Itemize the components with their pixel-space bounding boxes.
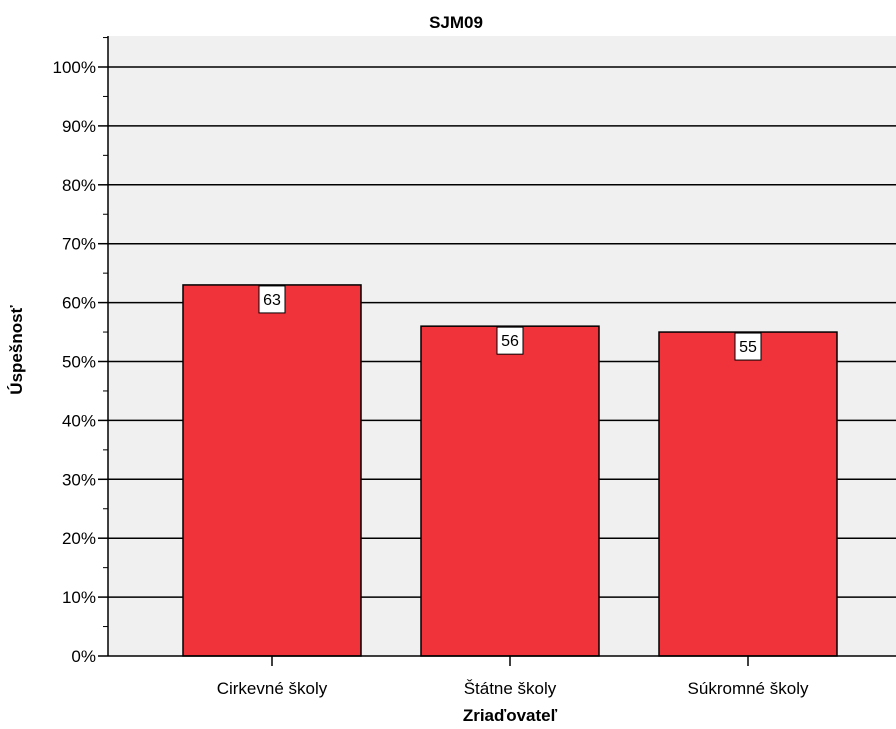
data-labels: 63 56 55 bbox=[258, 285, 762, 361]
y-tick-label: 80% bbox=[62, 176, 96, 195]
y-tick-label: 20% bbox=[62, 529, 96, 548]
x-axis-ticks: Cirkevné školy Štátne školy Súkromné školy bbox=[217, 656, 809, 698]
y-tick-label: 70% bbox=[62, 235, 96, 254]
x-tick-label: Súkromné školy bbox=[688, 679, 809, 698]
y-tick-label: 100% bbox=[53, 58, 96, 77]
bar bbox=[658, 331, 838, 657]
y-tick-label: 0% bbox=[71, 647, 96, 666]
data-label-box bbox=[734, 332, 762, 361]
data-label: 56 bbox=[501, 333, 519, 350]
y-tick-label: 60% bbox=[62, 294, 96, 313]
y-tick-label: 50% bbox=[62, 353, 96, 372]
x-tick-label: Cirkevné školy bbox=[217, 679, 328, 698]
bar bbox=[182, 284, 362, 657]
chart-title: SJM09 bbox=[429, 13, 483, 32]
y-axis-ticks: 0% 10% 20% 30% 40% 50% 60% 70% 80% 90% 100% bbox=[53, 37, 108, 666]
x-tick-label: Štátne školy bbox=[464, 679, 557, 698]
bar bbox=[420, 325, 600, 657]
y-tick-label: 10% bbox=[62, 588, 96, 607]
data-label-box bbox=[496, 326, 524, 355]
bars bbox=[182, 284, 838, 657]
y-tick-label: 30% bbox=[62, 470, 96, 489]
data-label-box bbox=[258, 285, 286, 314]
y-tick-label: 90% bbox=[62, 117, 96, 136]
y-axis-title: Úspešnosť bbox=[7, 304, 26, 394]
data-label: 55 bbox=[739, 339, 757, 356]
y-tick-label: 40% bbox=[62, 411, 96, 430]
data-label: 63 bbox=[263, 292, 281, 309]
x-axis-title: Zriaďovateľ bbox=[463, 706, 558, 725]
